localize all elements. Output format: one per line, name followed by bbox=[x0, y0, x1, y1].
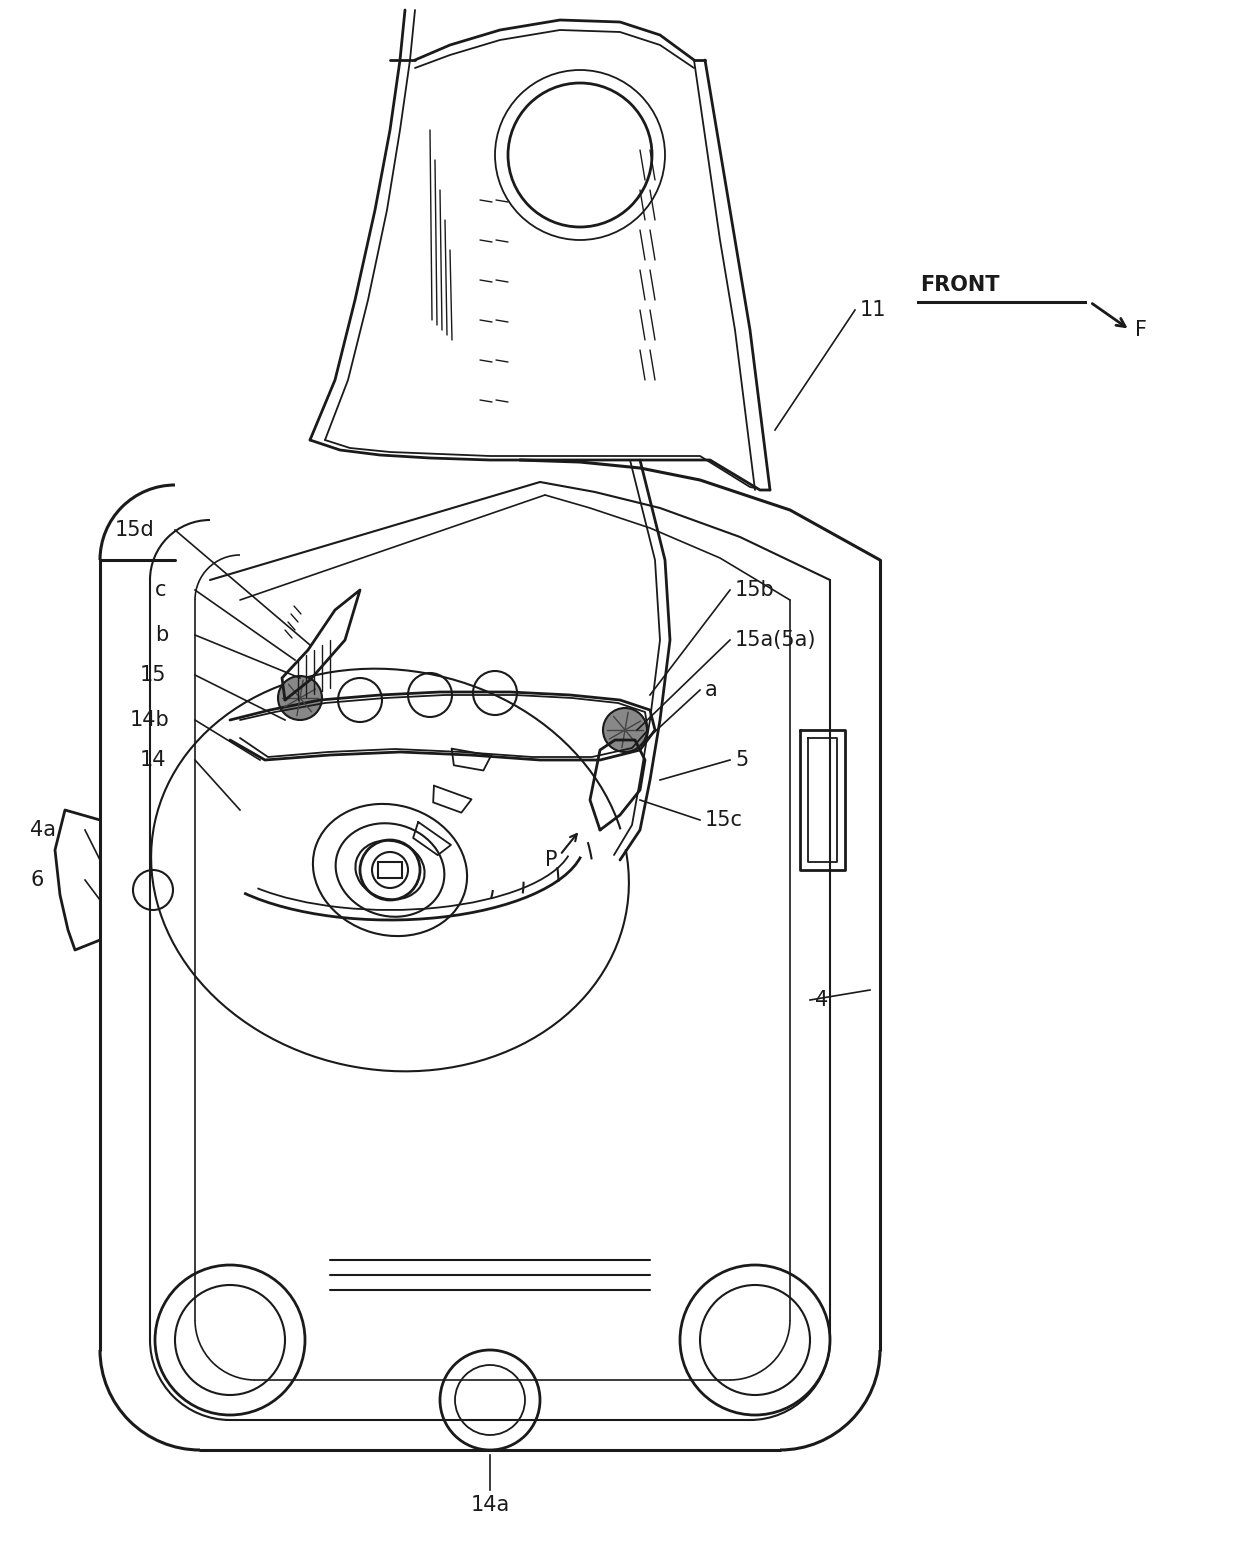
Text: 14: 14 bbox=[140, 749, 166, 769]
Text: 4: 4 bbox=[815, 991, 828, 1009]
Text: FRONT: FRONT bbox=[921, 276, 1000, 296]
Text: 4a: 4a bbox=[30, 820, 56, 841]
Text: 14b: 14b bbox=[130, 711, 170, 731]
Text: 15c: 15c bbox=[705, 810, 743, 830]
Text: 14a: 14a bbox=[471, 1495, 509, 1515]
Text: P: P bbox=[545, 850, 558, 870]
Text: 6: 6 bbox=[30, 870, 43, 890]
Circle shape bbox=[278, 676, 322, 720]
Text: b: b bbox=[155, 625, 169, 646]
Text: a: a bbox=[705, 680, 717, 700]
Circle shape bbox=[603, 707, 647, 752]
Text: 15: 15 bbox=[140, 666, 166, 686]
Text: c: c bbox=[155, 580, 166, 601]
Text: 15a(5a): 15a(5a) bbox=[735, 630, 817, 650]
Text: 15b: 15b bbox=[735, 580, 774, 601]
Text: F: F bbox=[1135, 320, 1147, 341]
Text: 5: 5 bbox=[735, 749, 748, 769]
Text: 15d: 15d bbox=[115, 520, 155, 540]
Text: 11: 11 bbox=[860, 300, 886, 320]
